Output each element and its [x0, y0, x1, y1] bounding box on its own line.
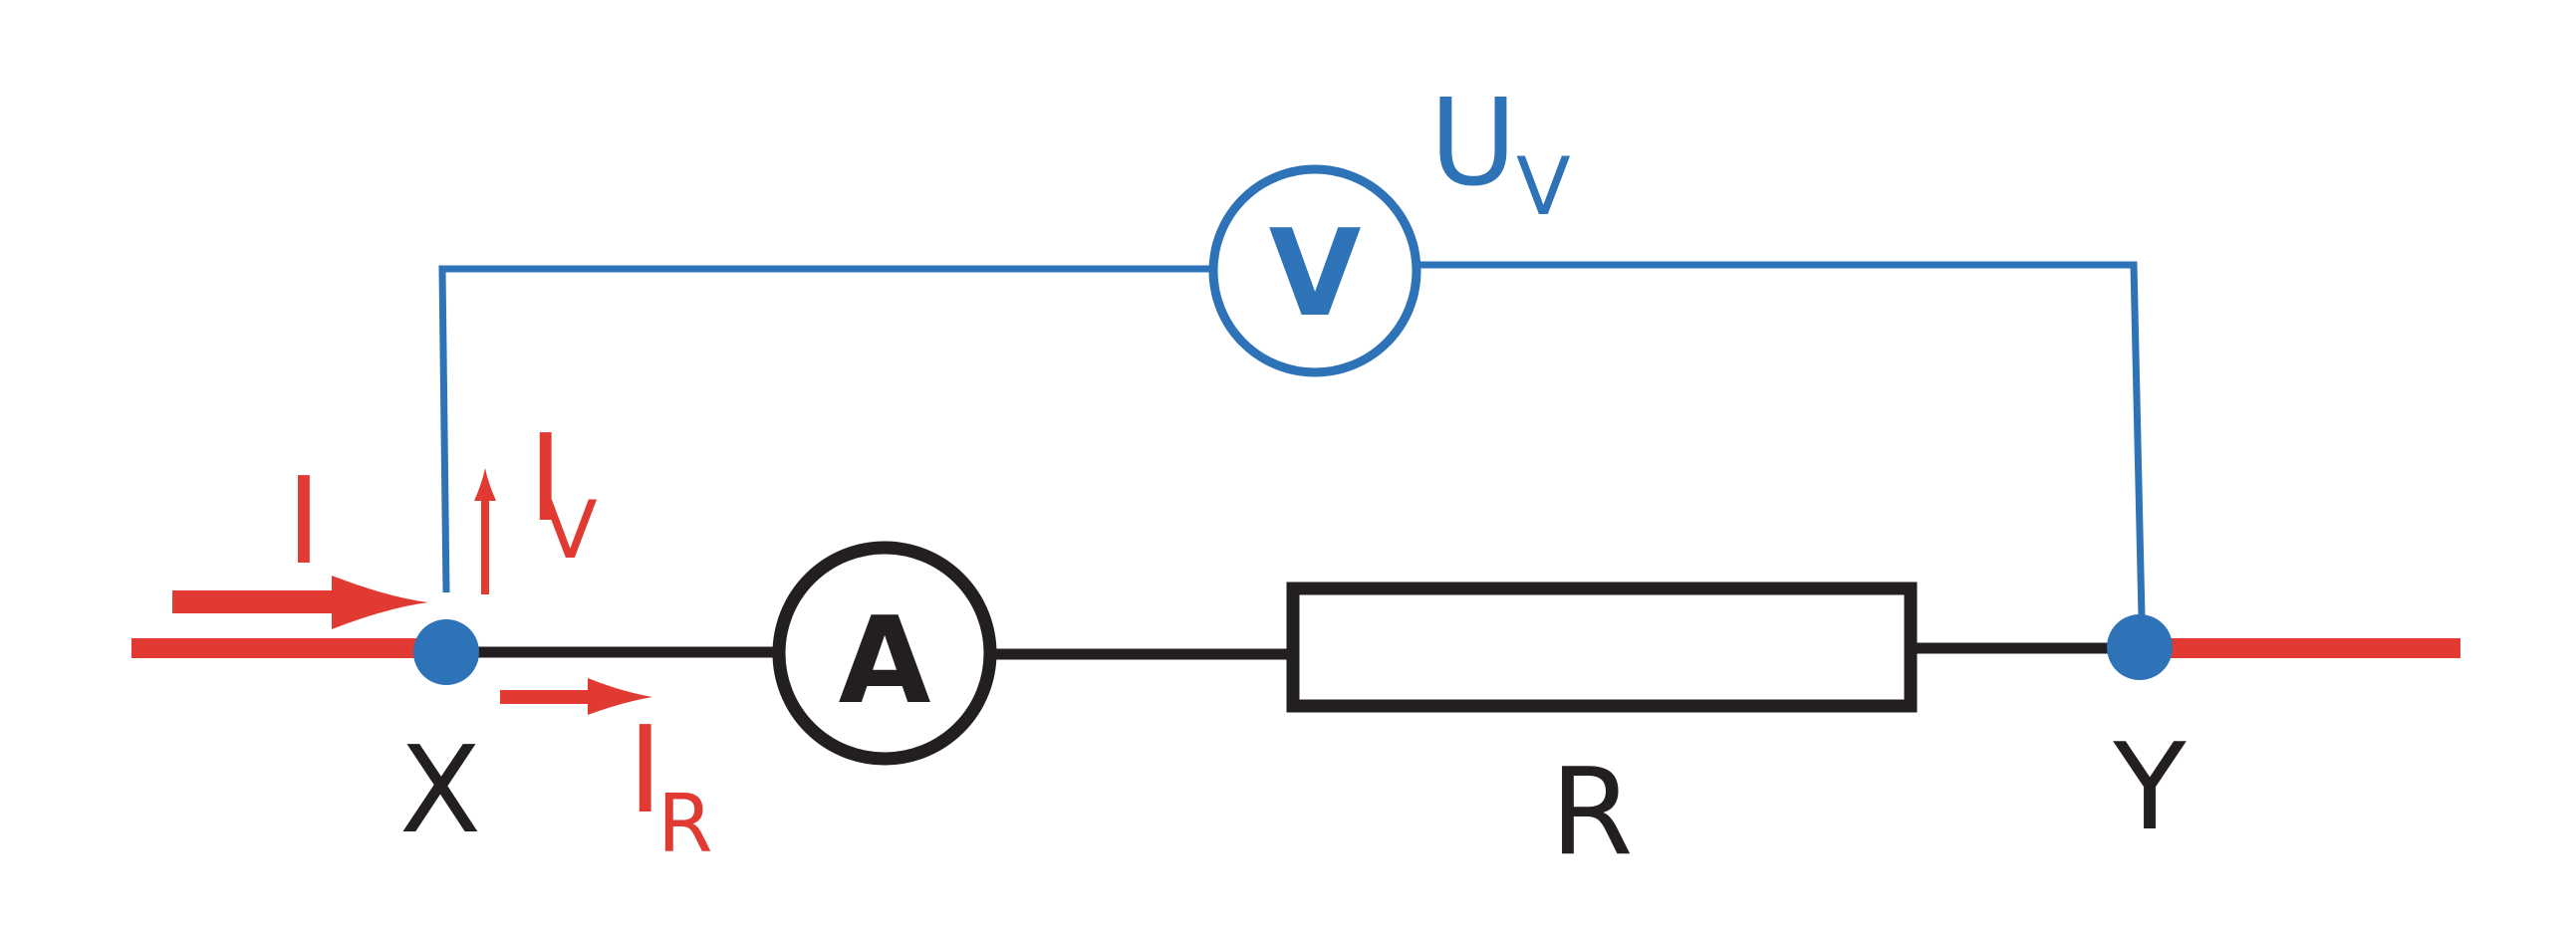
current-ir-arrow: [500, 678, 652, 715]
current-iv-arrow: [474, 468, 496, 594]
voltmeter-circle: [1208, 164, 1421, 377]
current-iv-arrow-head: [474, 468, 496, 501]
ammeter: A: [772, 541, 997, 766]
current-ir-arrow-shaft: [500, 690, 598, 704]
current-i-label: I: [286, 453, 321, 591]
voltage-label: U V: [1429, 75, 1571, 233]
current-iv-subscript: V: [543, 484, 598, 577]
voltmeter-branch-wire-right: [1420, 261, 2146, 618]
voltage-symbol: U: [1429, 75, 1517, 213]
node-y: [2107, 614, 2173, 680]
current-i-arrow-shaft: [172, 590, 344, 613]
resistor: [1286, 581, 1918, 713]
voltmeter-branch-wire: [438, 265, 1213, 593]
node-y-label: Y: [2112, 719, 2187, 857]
current-ir-arrow-head: [588, 678, 652, 715]
node-x-label: X: [399, 722, 481, 860]
current-ir-subscript: R: [657, 778, 713, 870]
voltmeter-symbol: V: [1269, 205, 1362, 344]
voltmeter: V: [1208, 164, 1421, 377]
current-ir-symbol: I: [628, 702, 662, 840]
current-iv-arrow-shaft: [481, 493, 489, 594]
resistor-label: R: [1550, 744, 1633, 882]
node-x: [413, 619, 479, 685]
ammeter-symbol: A: [839, 592, 931, 731]
current-iv-symbol: I: [528, 410, 563, 549]
ammeter-circle: [772, 541, 997, 766]
current-i-arrow: [172, 576, 428, 629]
current-i-arrow-head: [332, 576, 428, 629]
voltage-subscript: V: [1516, 140, 1571, 233]
